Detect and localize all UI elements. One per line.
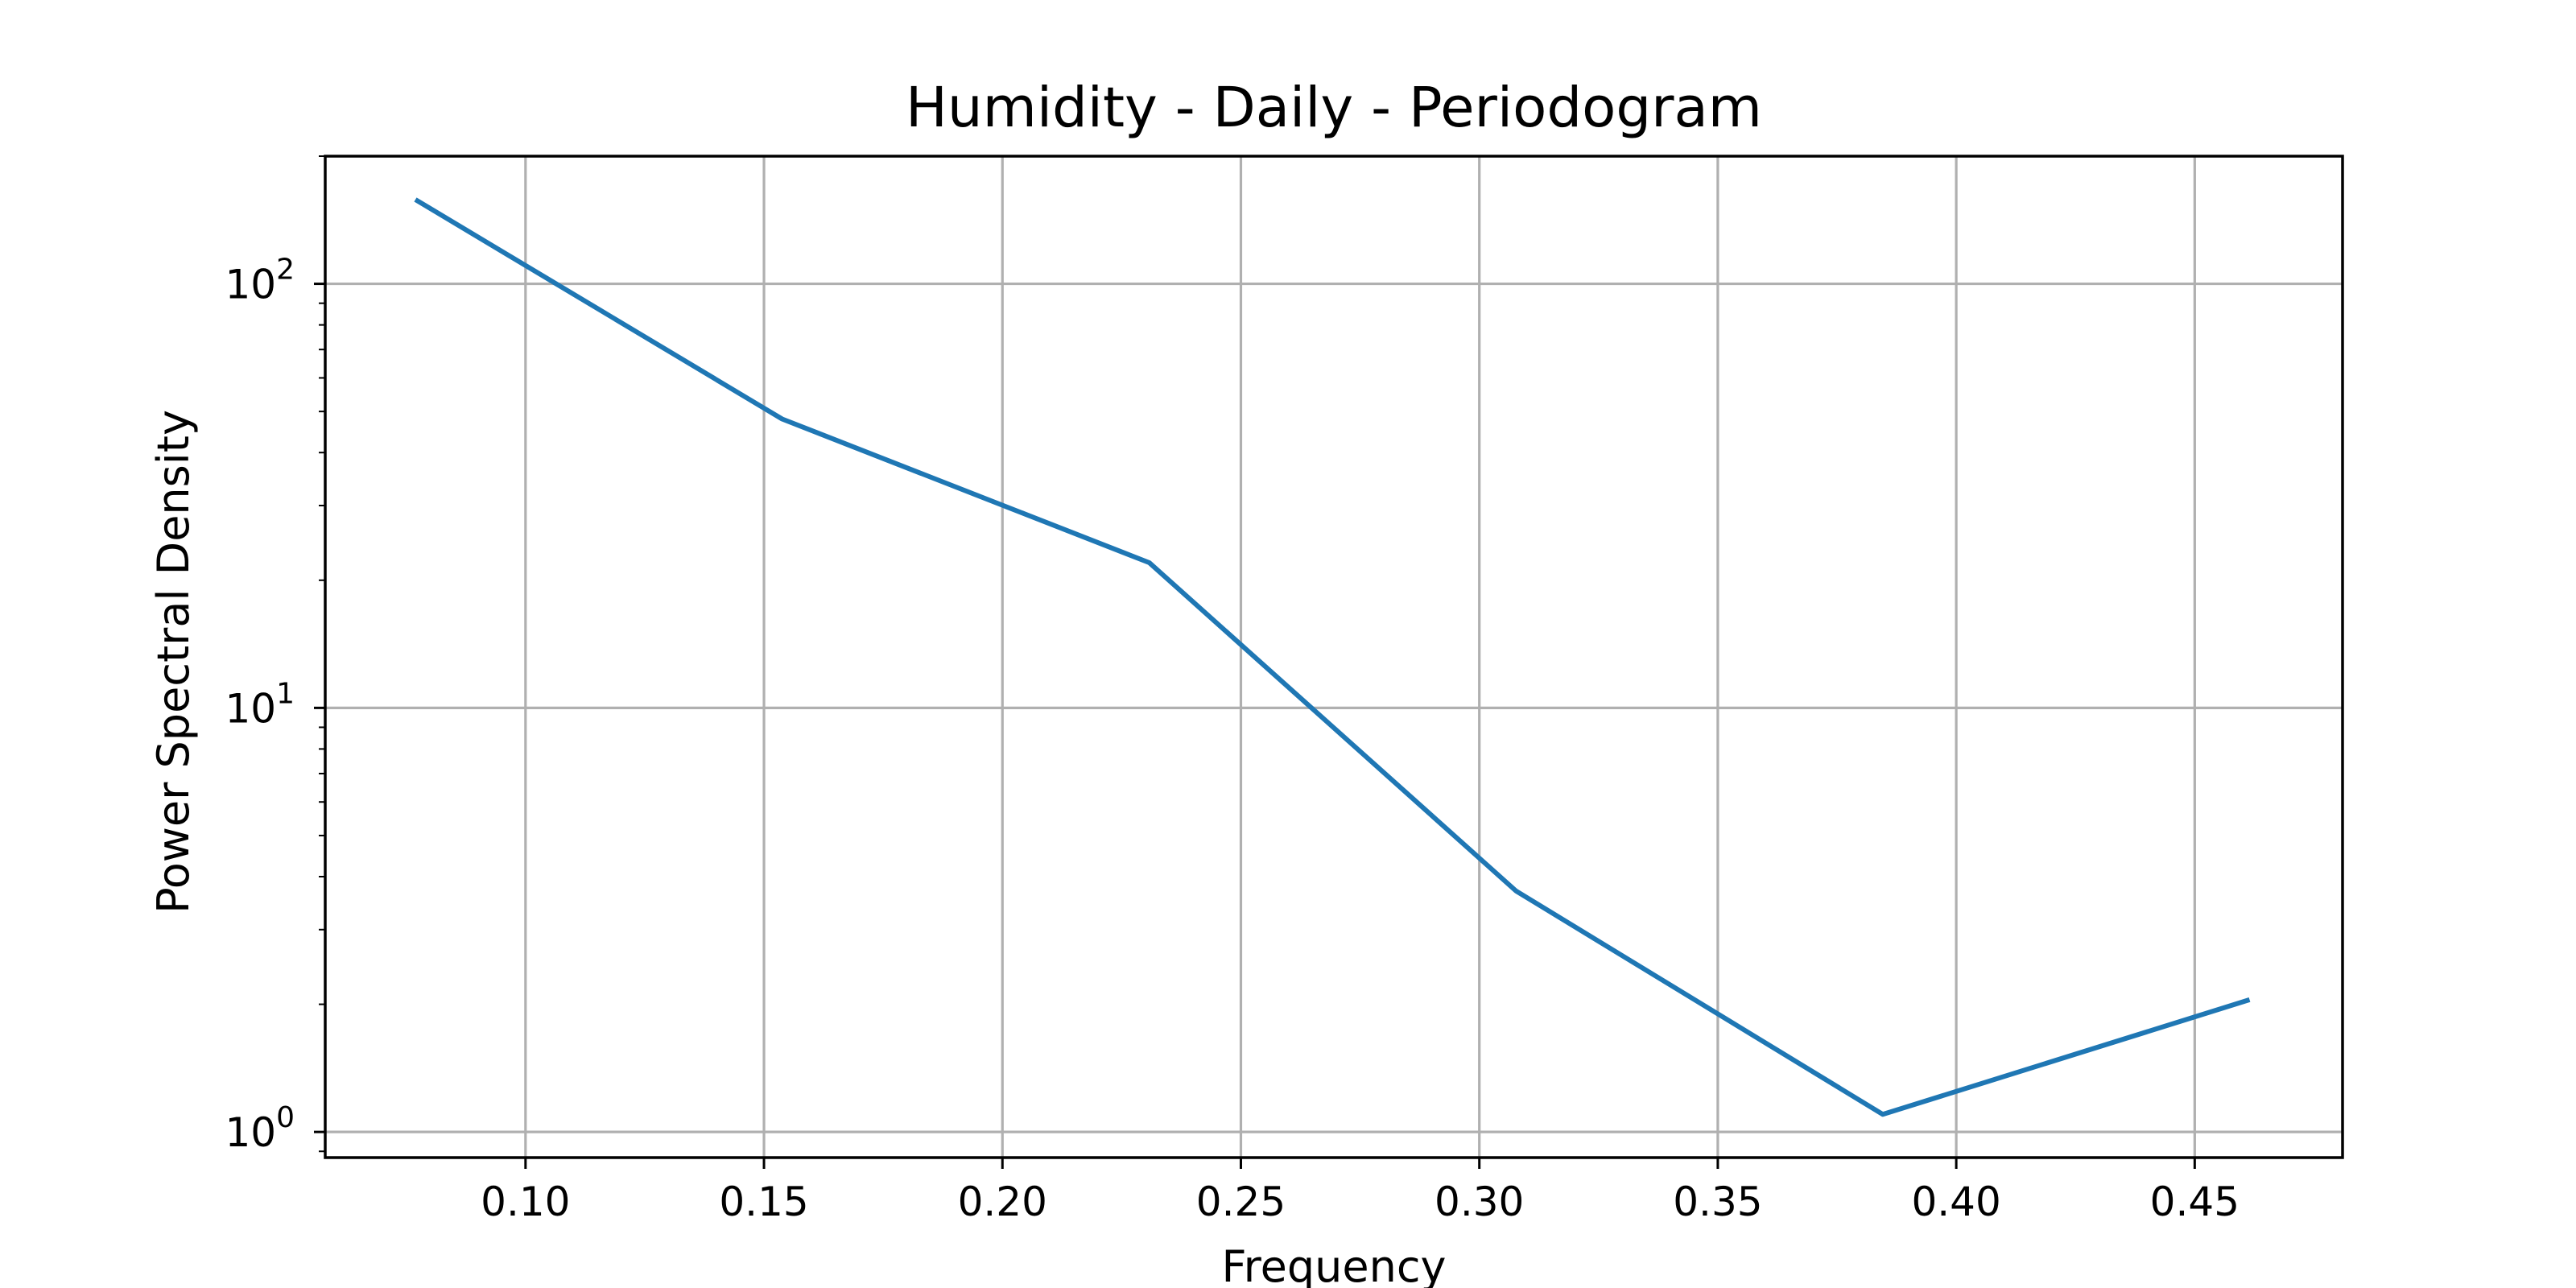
y-tick-label: 101 bbox=[225, 677, 295, 732]
x-tick-label: 0.20 bbox=[958, 1179, 1047, 1225]
x-tick-label: 0.25 bbox=[1196, 1179, 1286, 1225]
x-tick-label: 0.40 bbox=[1911, 1179, 2000, 1225]
plot-frame bbox=[324, 155, 2344, 1159]
series-layer bbox=[414, 197, 2251, 1117]
y-axis-label: Power Spectral Density bbox=[148, 410, 199, 914]
x-tick-label: 0.10 bbox=[481, 1179, 570, 1225]
y-tick-label: 102 bbox=[225, 254, 295, 308]
grid bbox=[325, 156, 2343, 1158]
axis-ticks: 0.10 0.15 0.20 0.25 0.30 0.35 0.40 0.45 100 101 10… bbox=[225, 155, 2240, 1225]
x-tick-label: 0.15 bbox=[719, 1179, 808, 1225]
x-tick-label: 0.45 bbox=[2150, 1179, 2240, 1225]
series-line bbox=[414, 197, 2251, 1117]
x-axis-label: Frequency bbox=[1222, 1241, 1447, 1288]
x-tick-label: 0.30 bbox=[1435, 1179, 1524, 1225]
chart-title: Humidity - Daily - Periodogram bbox=[906, 76, 1762, 140]
x-tick-label: 0.35 bbox=[1673, 1179, 1762, 1225]
y-tick-label: 100 bbox=[225, 1101, 295, 1156]
